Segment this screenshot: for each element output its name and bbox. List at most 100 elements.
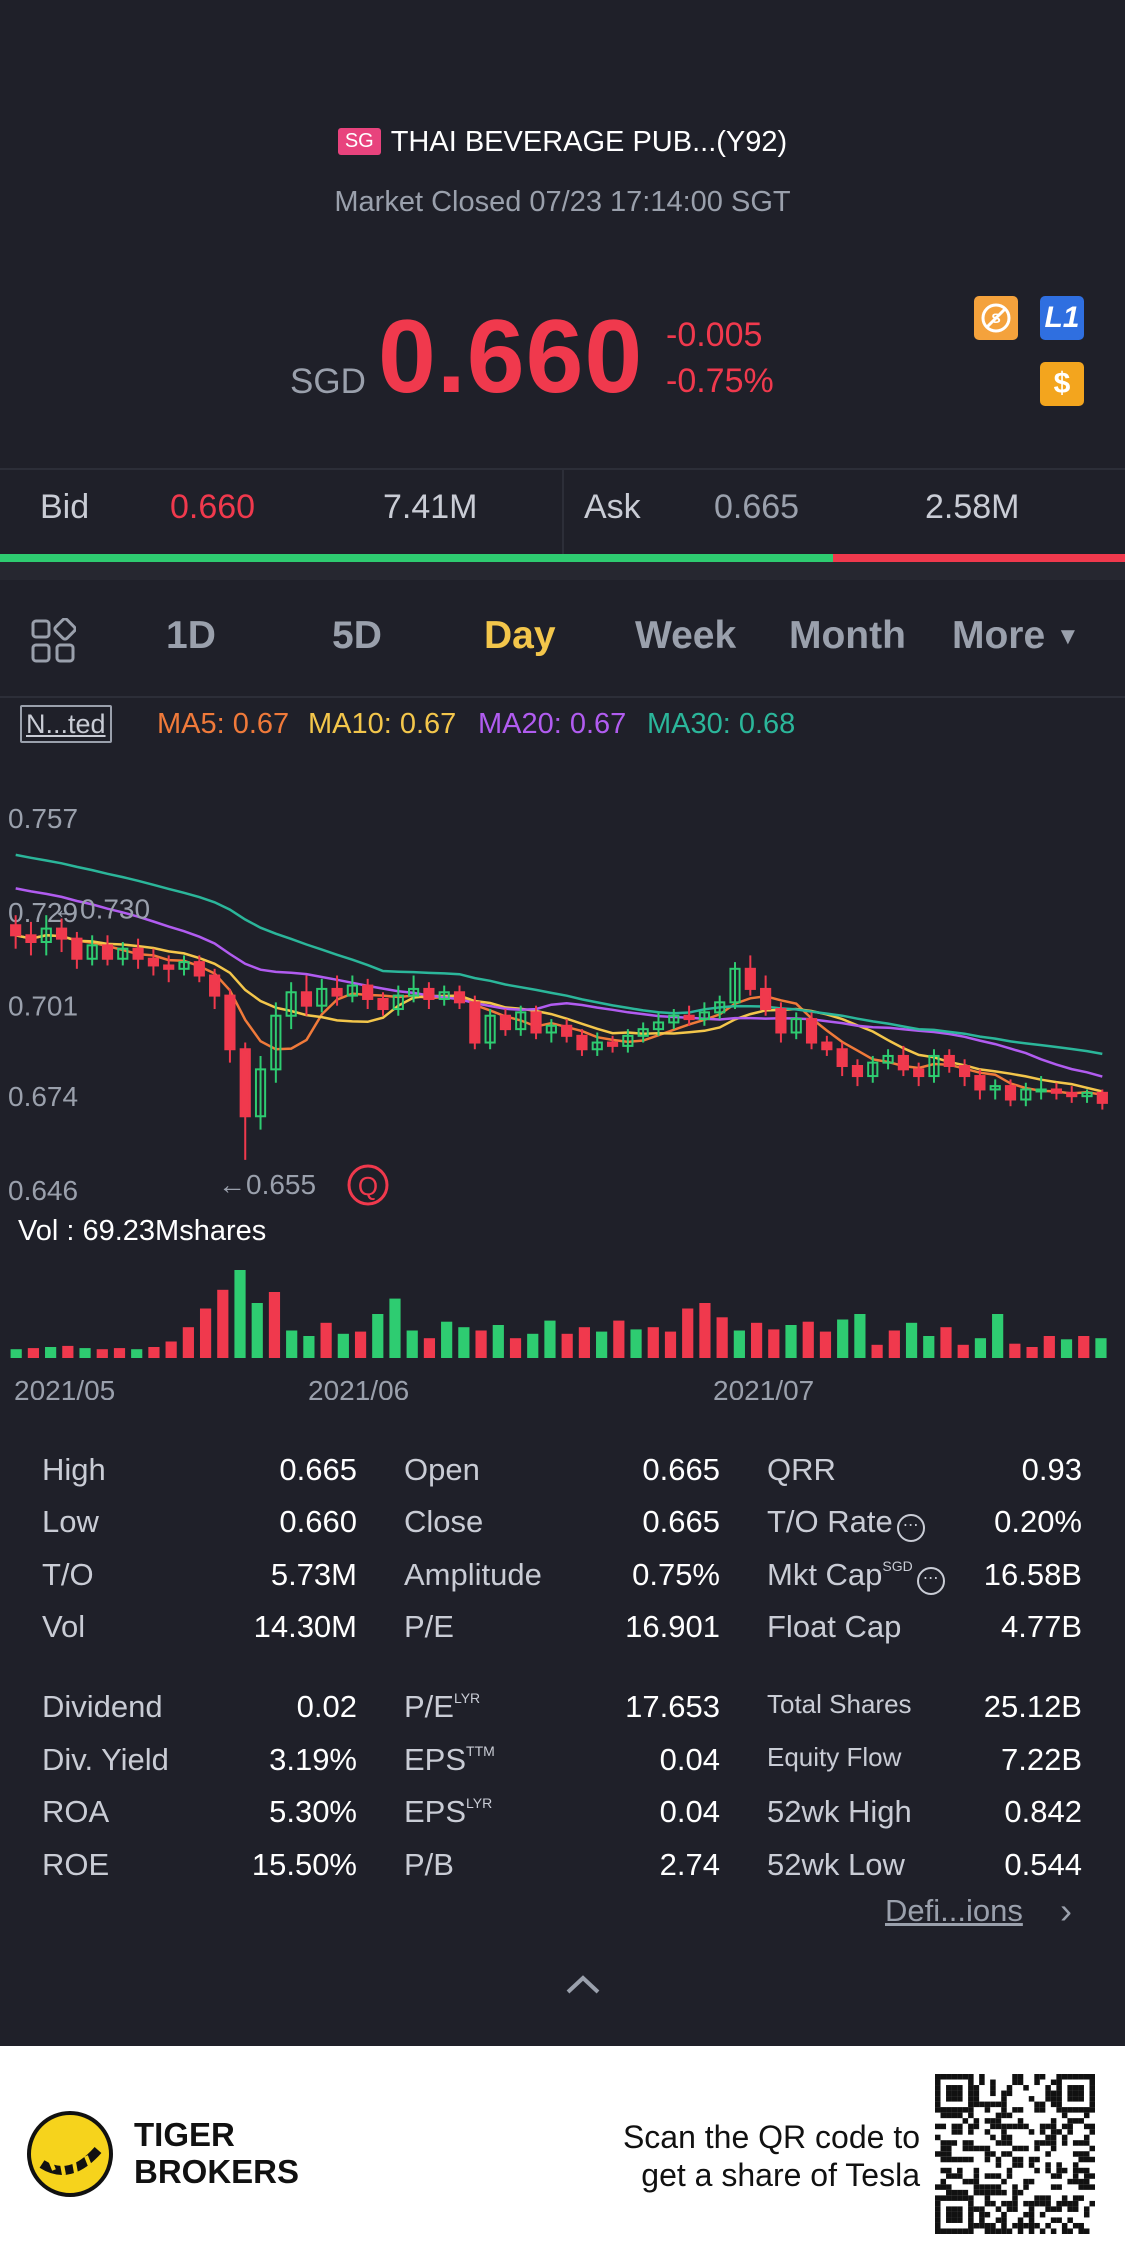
qr-module xyxy=(940,2178,947,2185)
adjust-toggle[interactable]: N...ted xyxy=(20,705,112,743)
qr-module xyxy=(995,2217,1002,2223)
stat-label: T/O xyxy=(42,1557,94,1593)
qr-module xyxy=(968,2228,974,2234)
qr-module xyxy=(1028,2206,1035,2212)
qr-module xyxy=(1006,2228,1013,2234)
qr-module xyxy=(935,2101,941,2108)
qr-module xyxy=(1072,2085,1079,2091)
candle-body xyxy=(331,987,343,997)
volume-bar xyxy=(527,1333,539,1358)
qr-module xyxy=(1067,2200,1073,2207)
dollar-icon[interactable]: $ xyxy=(1040,362,1084,406)
qr-module xyxy=(1017,2189,1024,2196)
qr-module xyxy=(946,2173,952,2179)
qr-module xyxy=(968,2101,974,2108)
volume-bar xyxy=(475,1330,487,1358)
qr-module xyxy=(1012,2156,1018,2163)
qr-module xyxy=(1050,2123,1057,2130)
qr-module xyxy=(1045,2195,1051,2201)
tab-1d[interactable]: 1D xyxy=(166,614,216,657)
stat-label-sup: LYR xyxy=(466,1795,493,1811)
qr-module xyxy=(1001,2189,1007,2196)
qr-module xyxy=(946,2085,952,2091)
volume-bar xyxy=(1009,1343,1021,1358)
qr-module xyxy=(1089,2129,1095,2135)
volume-bar xyxy=(992,1314,1004,1358)
qr-module xyxy=(1034,2140,1040,2146)
qr-module xyxy=(1023,2178,1029,2185)
stat-label-text: 52wk High xyxy=(767,1794,912,1829)
qr-module xyxy=(1034,2101,1040,2108)
qr-module xyxy=(946,2167,952,2174)
currency-label: SGD xyxy=(290,362,366,401)
definitions-link[interactable]: Defi...ions xyxy=(885,1893,1023,1929)
candle-body xyxy=(943,1054,955,1068)
qr-module xyxy=(1039,2211,1046,2218)
tab-month[interactable]: Month xyxy=(789,614,906,657)
qr-module xyxy=(1067,2085,1073,2091)
qr-module xyxy=(984,2156,991,2163)
qr-module xyxy=(973,2178,980,2185)
info-more-icon[interactable]: ⋯ xyxy=(916,1567,945,1595)
qr-module xyxy=(1083,2206,1090,2212)
tab-more[interactable]: More ▼ xyxy=(952,614,1080,658)
tab-more-label: More xyxy=(952,614,1046,657)
qr-module xyxy=(1012,2189,1018,2196)
chevron-right-icon[interactable]: › xyxy=(1060,1890,1072,1931)
chevron-up-icon[interactable] xyxy=(560,1970,606,2001)
candle-body xyxy=(209,974,221,997)
qr-module xyxy=(1039,2140,1046,2146)
qr-module xyxy=(1072,2074,1079,2080)
level1-icon[interactable]: L1 xyxy=(1040,296,1084,340)
candlestick-chart[interactable]: 0.757 0.729 0.701 0.674 0.646 ←0.730 ←0.655 Q Vo… xyxy=(0,780,1125,1400)
no-shorting-icon[interactable]: S xyxy=(974,296,1018,340)
promo-line2: get a share of Tesla xyxy=(641,2157,920,2193)
candle-body xyxy=(591,1041,603,1051)
volume-bar xyxy=(888,1330,900,1358)
qr-code[interactable] xyxy=(935,2074,1095,2234)
stat-label: EPSLYR xyxy=(404,1794,492,1830)
qr-module xyxy=(990,2184,996,2190)
stat-value: 0.93 xyxy=(1021,1452,1082,1487)
qr-module xyxy=(973,2085,980,2091)
candle-body xyxy=(316,987,328,1007)
qr-module xyxy=(1001,2112,1007,2119)
y-tick-label: 0.701 xyxy=(8,991,78,1022)
stat-label-sup: TTM xyxy=(466,1743,495,1759)
volume-bar xyxy=(561,1333,573,1358)
stat-label: Float Cap xyxy=(767,1609,901,1645)
qr-module xyxy=(1083,2112,1090,2119)
qr-module xyxy=(1045,2200,1051,2207)
qr-module xyxy=(951,2228,958,2234)
stat-label-text: Low xyxy=(42,1504,99,1539)
qr-module xyxy=(1006,2090,1013,2097)
stat-value: 0.665 xyxy=(642,1504,720,1539)
qr-module xyxy=(940,2107,947,2113)
qr-module xyxy=(1050,2101,1057,2108)
info-more-icon[interactable]: ⋯ xyxy=(896,1514,925,1542)
qr-module xyxy=(946,2228,952,2234)
qr-module xyxy=(995,2118,1002,2124)
candle-body xyxy=(469,1001,481,1044)
qr-module xyxy=(1028,2222,1035,2229)
qr-module xyxy=(968,2129,974,2135)
volume-bar xyxy=(1043,1336,1055,1358)
qr-module xyxy=(1089,2096,1095,2102)
qr-module xyxy=(1023,2123,1029,2130)
qr-module xyxy=(979,2189,985,2196)
volume-bar xyxy=(837,1319,849,1358)
layout-grid-icon[interactable] xyxy=(30,617,77,674)
volume-bar xyxy=(234,1270,246,1358)
qr-module xyxy=(968,2090,974,2097)
qr-module xyxy=(1078,2090,1084,2097)
tab-5d[interactable]: 5D xyxy=(332,614,382,657)
stat-label-text: Float Cap xyxy=(767,1609,902,1644)
tab-day[interactable]: Day xyxy=(484,614,556,657)
volume-bar xyxy=(699,1303,711,1358)
candle-body xyxy=(10,924,22,937)
tab-week[interactable]: Week xyxy=(635,614,737,657)
qr-module xyxy=(990,2085,996,2091)
qr-module xyxy=(1001,2178,1007,2185)
qr-module xyxy=(940,2112,947,2119)
qr-module xyxy=(1072,2206,1079,2212)
